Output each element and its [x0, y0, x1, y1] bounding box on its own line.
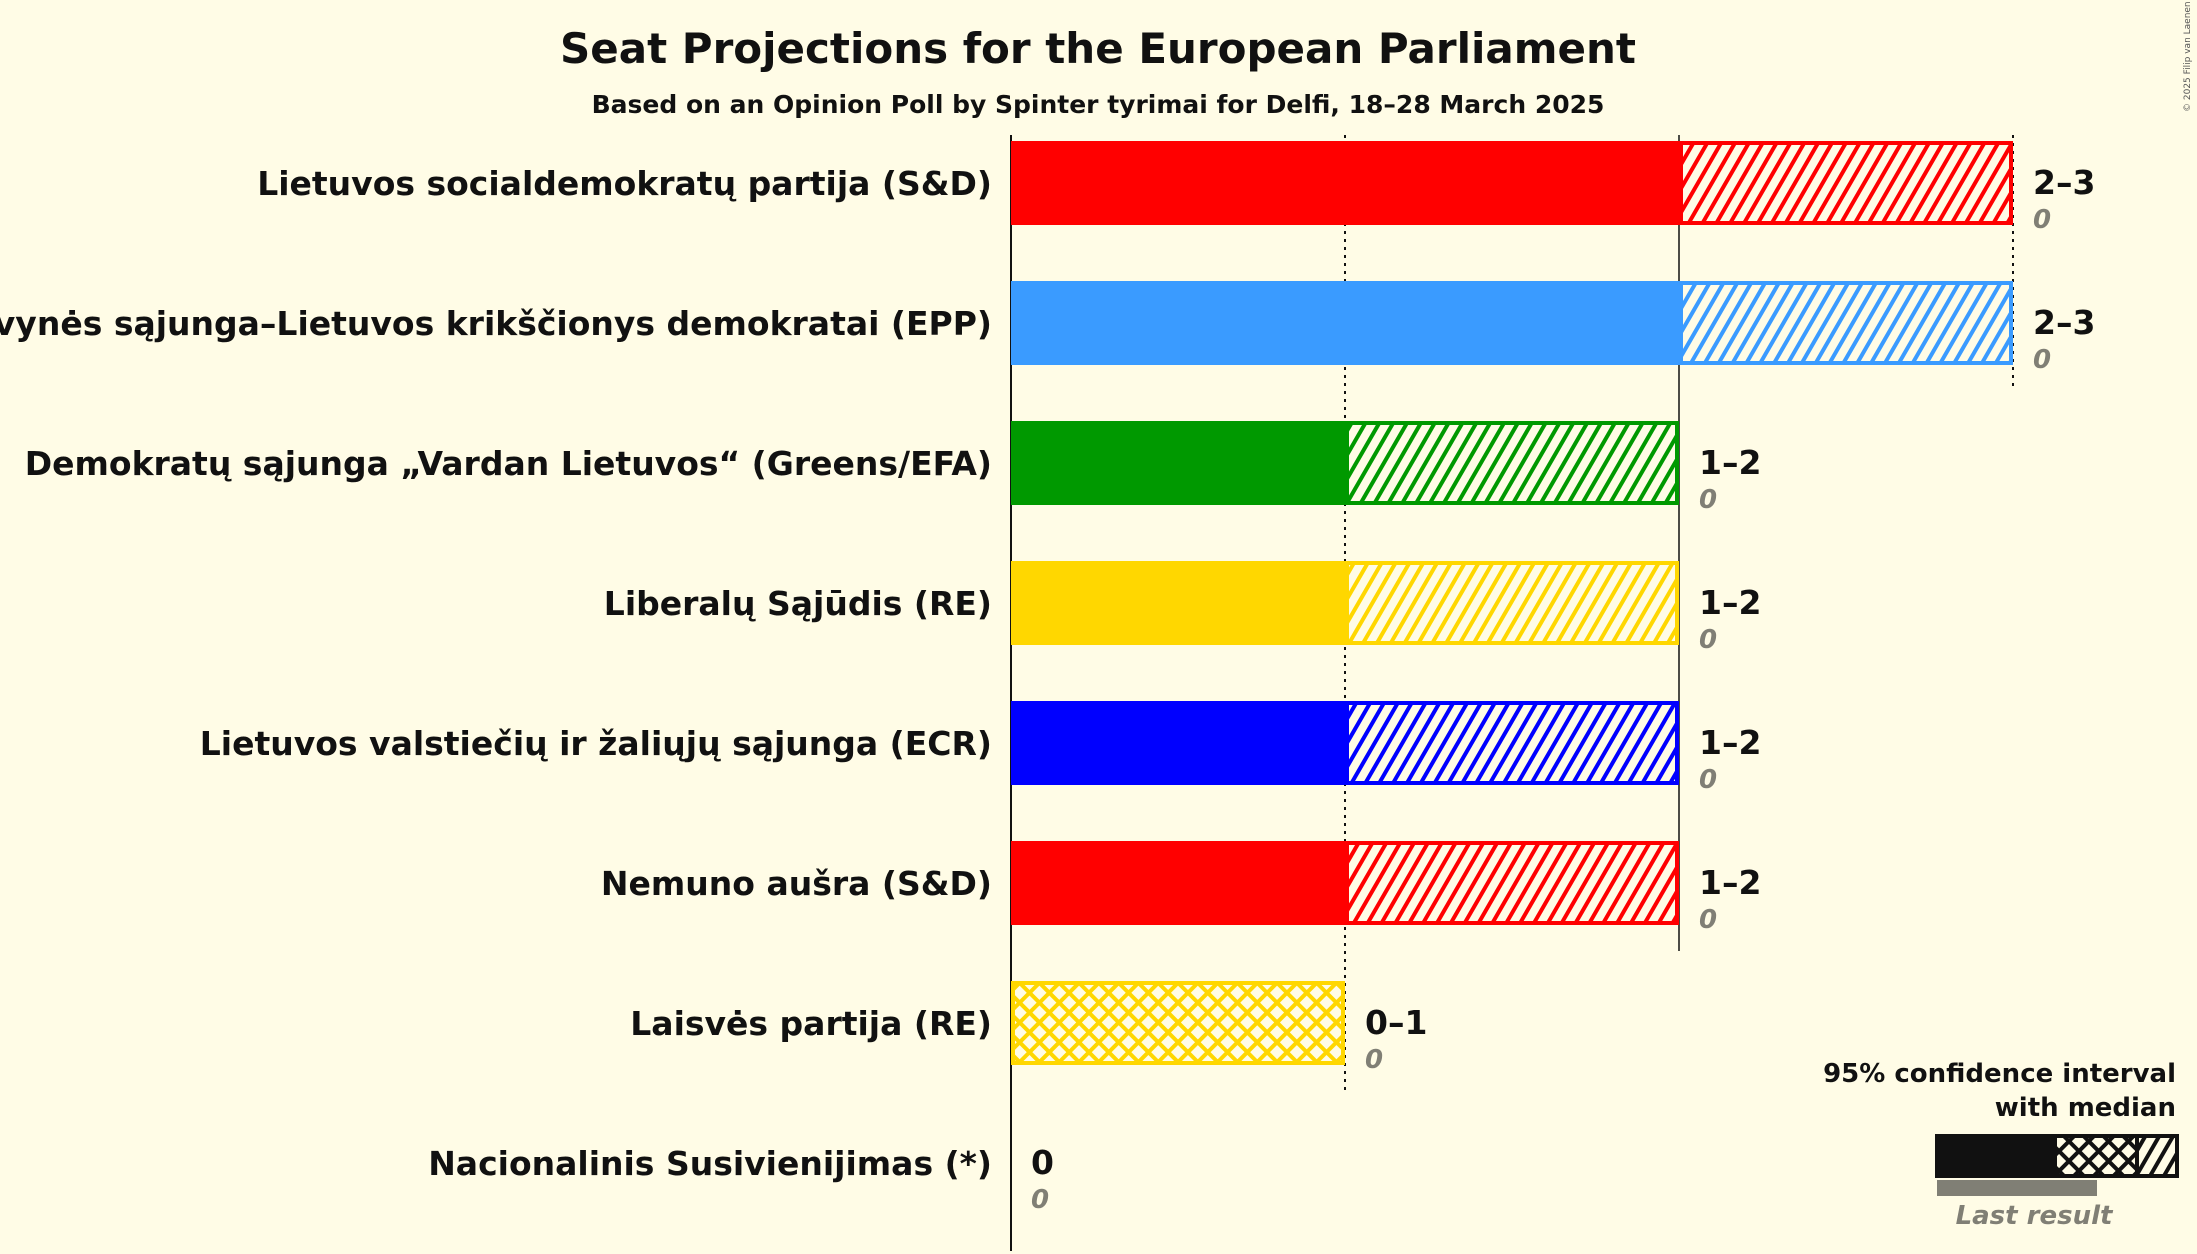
median-bar: [1011, 281, 1679, 365]
party-row: Lietuvos valstiečių ir žaliųjų sąjunga (…: [200, 701, 1761, 795]
legend: 95% confidence interval with median Last…: [1823, 1059, 2179, 1231]
last-result-label: 0: [1031, 1185, 1049, 1215]
last-result-label: 0: [2033, 205, 2051, 235]
copyright: © 2025 Filip van Laenen: [2183, 1, 2193, 112]
legend-last-result: Last result: [1956, 1201, 2114, 1231]
party-label: Nacionalinis Susivienijimas (*): [428, 1144, 992, 1183]
median-bar: [1011, 841, 1345, 925]
last-result-label: 0: [1365, 1045, 1383, 1075]
ci-bar: [1679, 281, 2013, 365]
legend-median-bar: [1935, 1134, 2055, 1178]
party-row: Tėvynės sąjunga–Lietuvos krikščionys dem…: [0, 281, 2095, 375]
ci-bar: [1345, 421, 1679, 505]
range-label: 2–3: [2033, 303, 2095, 342]
party-label: Lietuvos socialdemokratų partija (S&D): [257, 164, 992, 203]
last-result-label: 0: [1699, 625, 1717, 655]
median-bar: [1011, 561, 1345, 645]
median-bar: [1011, 701, 1345, 785]
ci-bar: [1011, 981, 1345, 1065]
median-bar: [1011, 421, 1345, 505]
last-result-label: 0: [1699, 485, 1717, 515]
range-label: 2–3: [2033, 163, 2095, 202]
ci-bar: [1345, 841, 1679, 925]
party-row: Nacionalinis Susivienijimas (*) 00: [428, 1143, 1054, 1215]
party-row: Demokratų sąjunga „Vardan Lietuvos“ (Gre…: [25, 421, 1761, 515]
legend-ci-crosshatch: [2053, 1134, 2139, 1178]
ci-bar: [1345, 701, 1679, 785]
party-label: Laisvės partija (RE): [630, 1004, 992, 1043]
party-label: Nemuno aušra (S&D): [601, 864, 992, 903]
chart-title: Seat Projections for the European Parlia…: [560, 24, 1636, 73]
party-label: Tėvynės sąjunga–Lietuvos krikščionys dem…: [0, 304, 992, 343]
party-row: Liberalų Sąjūdis (RE) 1–20: [604, 561, 1761, 655]
legend-line2: with median: [1995, 1093, 2176, 1123]
range-label: 1–2: [1699, 443, 1761, 482]
party-label: Liberalų Sąjūdis (RE): [604, 584, 992, 623]
ci-bar: [1679, 141, 2013, 225]
party-row: Nemuno aušra (S&D) 1–20: [601, 841, 1761, 935]
party-row: Lietuvos socialdemokratų partija (S&D) 2–…: [257, 141, 2095, 235]
range-label: 0–1: [1365, 1003, 1427, 1042]
legend-line1: 95% confidence interval: [1823, 1059, 2176, 1089]
range-label: 0: [1031, 1143, 1054, 1182]
party-label: Lietuvos valstiečių ir žaliųjų sąjunga (…: [200, 724, 992, 763]
range-label: 1–2: [1699, 863, 1761, 902]
party-row: Laisvės partija (RE) 0–10: [630, 981, 1427, 1075]
last-result-label: 0: [1699, 905, 1717, 935]
ci-bar: [1345, 561, 1679, 645]
last-result-label: 0: [1699, 765, 1717, 795]
legend-ci-hatch: [2135, 1134, 2179, 1178]
last-result-label: 0: [2033, 345, 2051, 375]
median-bar: [1011, 141, 1679, 225]
party-label: Demokratų sąjunga „Vardan Lietuvos“ (Gre…: [25, 444, 992, 483]
range-label: 1–2: [1699, 723, 1761, 762]
range-label: 1–2: [1699, 583, 1761, 622]
legend-last-result-bar: [1937, 1180, 2097, 1196]
chart-subtitle: Based on an Opinion Poll by Spinter tyri…: [592, 90, 1605, 119]
